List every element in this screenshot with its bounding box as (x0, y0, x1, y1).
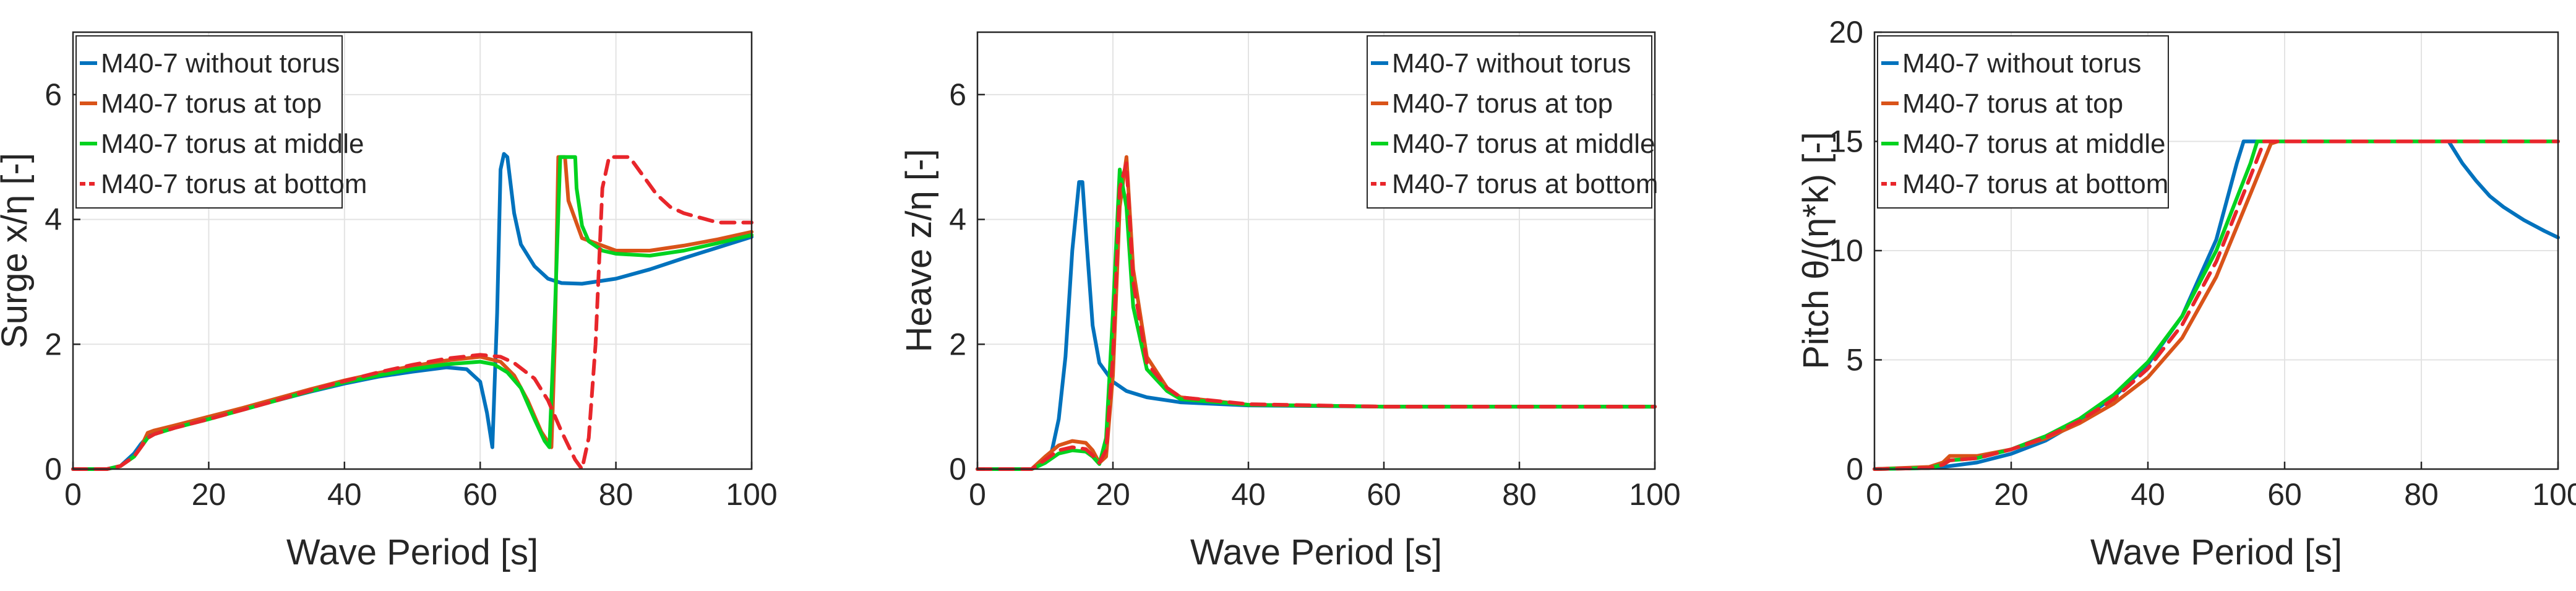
legend-entry: M40-7 torus at bottom (1902, 169, 2168, 199)
x-tick-label: 60 (2267, 477, 2302, 512)
legend: M40-7 without torus M40-7 torus at top M40… (75, 35, 367, 209)
axes-box (976, 31, 1656, 470)
y-tick-label: 5 (1846, 343, 1863, 377)
x-tick-label: 80 (599, 477, 633, 512)
x-tick-label: 60 (463, 477, 497, 512)
legend-entry: M40-7 torus at bottom (1392, 169, 1658, 199)
x-axis-label: Wave Period [s] (286, 532, 538, 572)
x-tick-label: 100 (726, 477, 777, 512)
y-tick-label: 6 (45, 77, 62, 112)
x-tick-label: 80 (1502, 477, 1537, 512)
legend-entry: M40-7 without torus (1392, 48, 1631, 79)
legend-entry: M40-7 torus at top (101, 88, 322, 119)
x-tick-label: 40 (327, 477, 362, 512)
legend-box (1367, 35, 1652, 209)
y-tick-label: 2 (45, 327, 62, 361)
y-tick-label: 10 (1829, 233, 1863, 268)
y-tick-label: 20 (1829, 15, 1863, 50)
legend-box (75, 35, 343, 209)
y-tick-label: 2 (949, 327, 966, 361)
legend-entry: M40-7 torus at middle (1902, 129, 2166, 159)
legend-entry: M40-7 torus at top (1392, 88, 1613, 119)
legend-entry: M40-7 without torus (1902, 48, 2141, 79)
y-tick-label: 4 (45, 202, 62, 237)
legend-box (1877, 35, 2169, 209)
x-tick-label: 0 (64, 477, 82, 512)
y-axis-label: Heave z/η [-] (899, 149, 939, 353)
x-tick-label: 80 (2404, 477, 2439, 512)
y-tick-label: 6 (949, 77, 966, 112)
y-axis-label: Pitch θ/(η*k) [-] (1796, 132, 1836, 369)
legend-entry: M40-7 without torus (101, 48, 340, 79)
x-tick-label: 20 (1994, 477, 2029, 512)
legend: M40-7 without torus M40-7 torus at top M40… (1367, 35, 1658, 209)
series-line-4 (71, 155, 753, 471)
x-tick-label: 40 (1231, 477, 1266, 512)
x-tick-label: 100 (1629, 477, 1680, 512)
x-tick-label: 0 (969, 477, 986, 512)
chart-1: 0 20 40 60 80 100 0 2 4 6 Wave Period [s] Surge x/η… (0, 31, 778, 572)
x-tick-label: 20 (192, 477, 226, 512)
y-axis-label: Surge x/η [-] (0, 153, 35, 348)
axes-box (72, 31, 753, 470)
y-tick-label: 0 (45, 452, 62, 486)
y-tick-label: 15 (1829, 124, 1863, 159)
x-tick-label: 20 (1096, 477, 1130, 512)
x-axis-label: Wave Period [s] (1190, 532, 1442, 572)
y-tick-label: 4 (949, 202, 966, 237)
series-line-4 (1873, 139, 2560, 471)
x-tick-label: 0 (1866, 477, 1883, 512)
chart-3: 0 20 40 60 80 100 0 5 10 15 20 Wave Period [s] Pitch… (1796, 15, 2576, 572)
x-tick-label: 40 (2131, 477, 2165, 512)
legend-entry: M40-7 torus at bottom (101, 169, 367, 199)
x-axis-label: Wave Period [s] (2090, 532, 2342, 572)
y-tick-label: 0 (949, 452, 966, 486)
legend-entry: M40-7 torus at middle (101, 129, 364, 159)
legend-entry: M40-7 torus at top (1902, 88, 2123, 119)
legend: M40-7 without torus M40-7 torus at top M40… (1877, 35, 2169, 209)
y-tick-label: 0 (1846, 452, 1863, 486)
series-line-1 (1873, 139, 2560, 471)
chart-2: 0 20 40 60 80 100 0 2 4 6 Wave Period [s] Heave z/η… (899, 31, 1681, 572)
series-line-4 (976, 161, 1657, 471)
x-tick-label: 60 (1367, 477, 1401, 512)
x-tick-label: 100 (2532, 477, 2576, 512)
legend-entry: M40-7 torus at middle (1392, 129, 1655, 159)
series-line-2 (71, 155, 753, 471)
